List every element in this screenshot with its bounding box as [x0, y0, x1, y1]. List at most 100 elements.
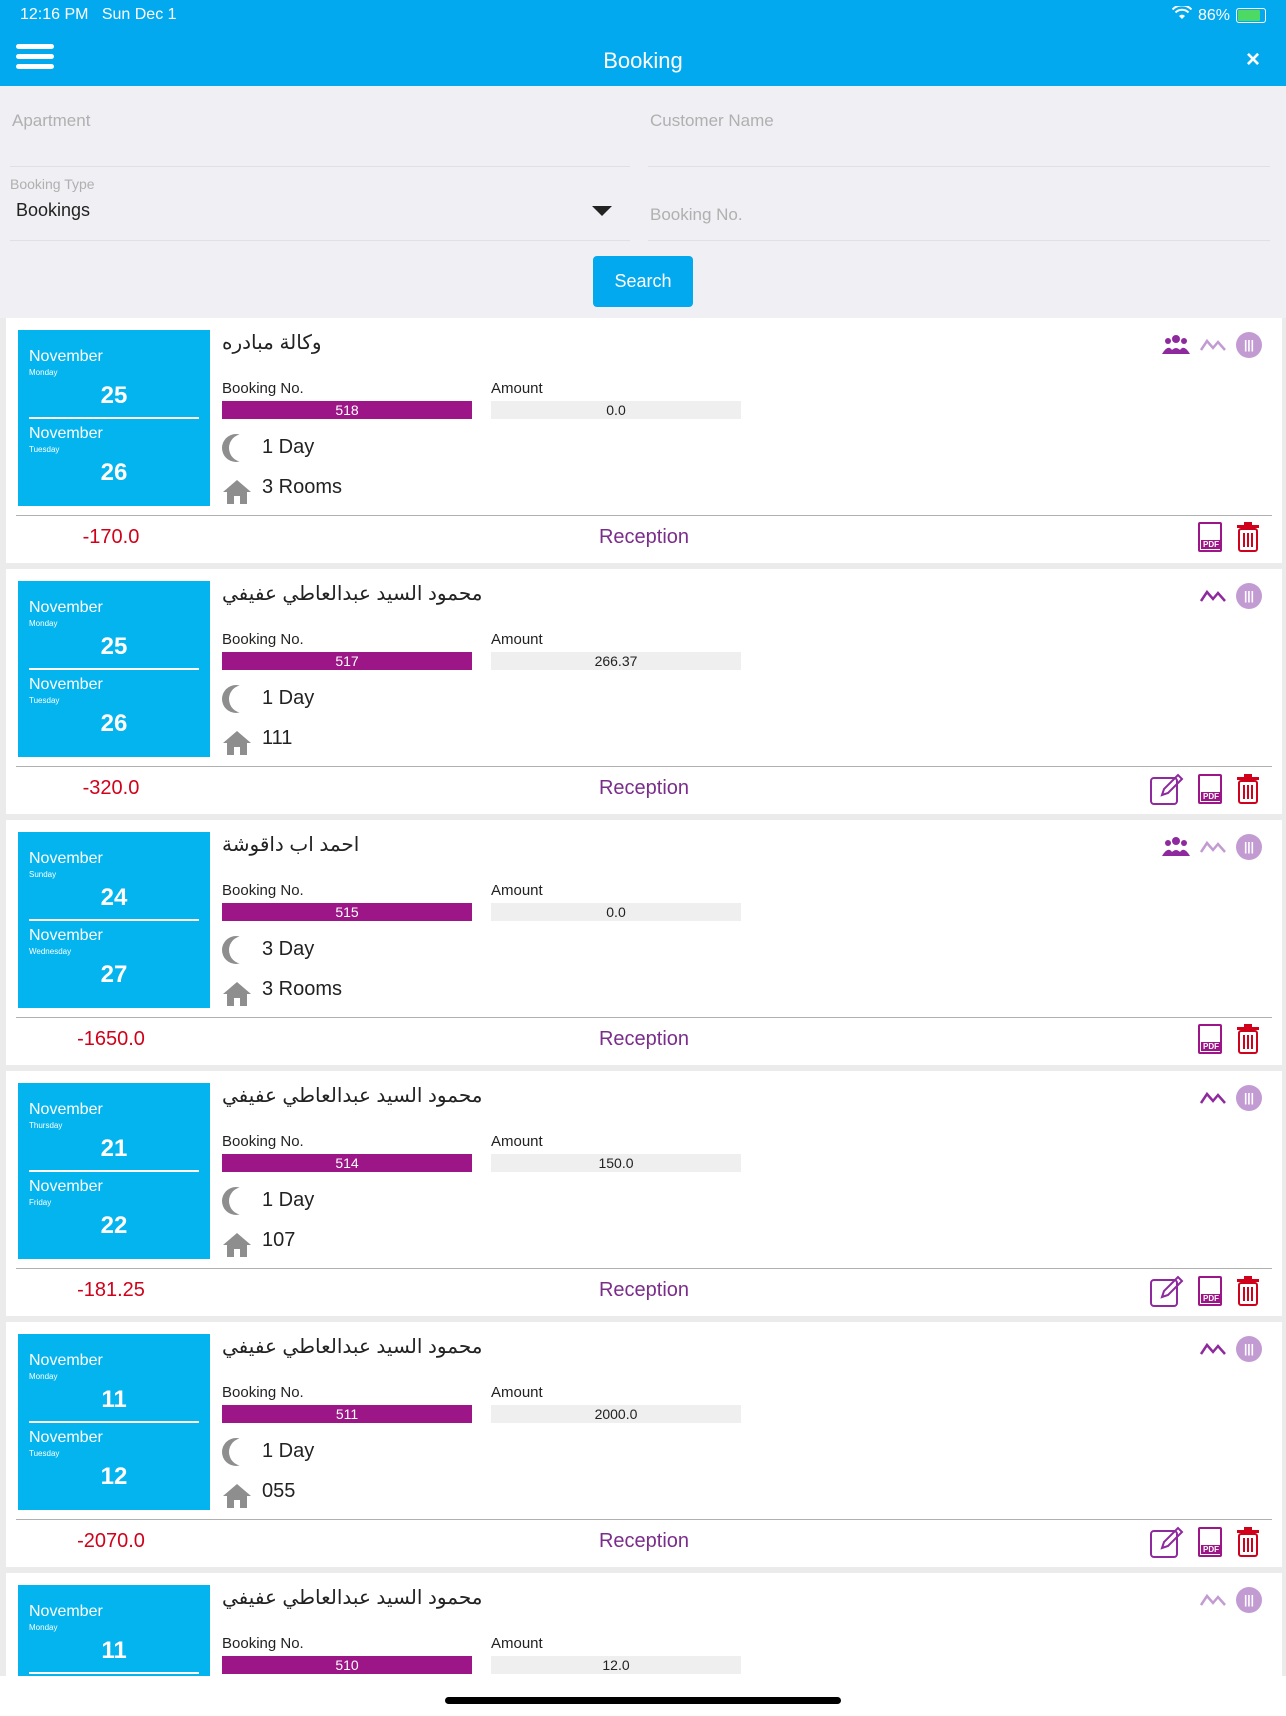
check-out-day: 22 [100, 1212, 128, 1239]
check-out-dayname: Wednesday [29, 947, 72, 956]
reception-link[interactable]: Reception [598, 1028, 690, 1050]
edit-icon[interactable] [1150, 1275, 1184, 1307]
house-icon [223, 982, 251, 1006]
check-in-day: 25 [100, 382, 128, 409]
check-out-dayname: Friday [29, 1198, 52, 1207]
booking-no-value: 515 [222, 903, 472, 921]
booking-no-label: Booking No. [222, 1384, 304, 1401]
reception-link[interactable]: Reception [598, 1530, 690, 1552]
booking-card[interactable]: November Thursday 21 November Friday 22 … [6, 1071, 1282, 1316]
customer-name: محمود السيد عبدالعاطي عفيفي [222, 1587, 483, 1609]
amount-label: Amount [491, 1384, 543, 1401]
pdf-icon[interactable]: PDF [1198, 774, 1222, 804]
pdf-icon[interactable]: PDF [1198, 1024, 1222, 1054]
booking-card[interactable]: November Monday 11 محمود السيد عبدالعاطي… [6, 1573, 1282, 1693]
check-in-dayname: Thursday [29, 1121, 63, 1130]
amount-label: Amount [491, 1635, 543, 1652]
booking-no-label: Booking No. [222, 882, 304, 899]
pdf-icon[interactable]: PDF [1198, 1527, 1222, 1557]
signal-icon [1200, 1342, 1226, 1355]
rooms-text: 107 [262, 1229, 296, 1251]
date-range: November Monday 11 [18, 1585, 210, 1693]
status-icons: ||| [1162, 332, 1262, 358]
pdf-icon[interactable]: PDF [1198, 522, 1222, 552]
pdf-icon[interactable]: PDF [1198, 1276, 1222, 1306]
amount-value: 0.0 [491, 401, 741, 419]
check-in-dayname: Sunday [29, 870, 57, 879]
check-in-dayname: Monday [29, 619, 58, 628]
reception-link[interactable]: Reception [598, 1279, 690, 1301]
close-icon[interactable]: × [1245, 46, 1260, 73]
date-divider [29, 1170, 199, 1172]
booking-no-field [648, 204, 1274, 241]
date-divider [29, 668, 199, 670]
page-title: Booking [603, 48, 683, 73]
reception-link[interactable]: Reception [598, 526, 690, 548]
home-indicator[interactable] [445, 1697, 841, 1704]
trash-icon[interactable] [1236, 1527, 1260, 1557]
check-in-month: November [29, 1603, 103, 1620]
booking-list: November Monday 25 November Tuesday 26 و… [0, 318, 1286, 1699]
booking-card[interactable]: November Sunday 24 November Wednesday 27… [6, 820, 1282, 1065]
check-in-dayname: Monday [29, 1372, 58, 1381]
signal-icon [1200, 1091, 1226, 1104]
check-in-month: November [29, 348, 103, 365]
card-divider [16, 766, 1272, 767]
check-out-day: 26 [100, 710, 128, 737]
rooms-text: 111 [262, 727, 293, 749]
apartment-input[interactable] [10, 110, 634, 132]
check-in-day: 11 [101, 1386, 127, 1413]
date-divider [29, 417, 199, 419]
trash-icon[interactable] [1236, 774, 1260, 804]
check-out-month: November [29, 927, 103, 944]
booking-card[interactable]: November Monday 25 November Tuesday 26 م… [6, 569, 1282, 814]
trash-icon[interactable] [1236, 522, 1260, 552]
date-range: November Sunday 24 November Wednesday 27 [18, 832, 210, 1008]
check-out-dayname: Tuesday [29, 445, 60, 454]
trash-icon[interactable] [1236, 1024, 1260, 1054]
trash-icon[interactable] [1236, 1276, 1260, 1306]
signal-icon [1200, 1593, 1226, 1606]
edit-icon[interactable] [1150, 773, 1184, 805]
customer-name: محمود السيد عبدالعاطي عفيفي [222, 1085, 483, 1107]
payment-status-icon: ||| [1236, 1587, 1262, 1613]
booking-card[interactable]: November Monday 25 November Tuesday 26 و… [6, 318, 1282, 563]
reception-link[interactable]: Reception [598, 777, 690, 799]
amount-value: 150.0 [491, 1154, 741, 1172]
signal-icon [1200, 338, 1226, 351]
signal-icon [1200, 589, 1226, 602]
edit-icon[interactable] [1150, 1526, 1184, 1558]
booking-no-value: 510 [222, 1656, 472, 1674]
payment-status-icon: ||| [1236, 834, 1262, 860]
date-range: November Monday 11 November Tuesday 12 [18, 1334, 210, 1510]
booking-card[interactable]: November Monday 11 November Tuesday 12 م… [6, 1322, 1282, 1567]
amount-label: Amount [491, 1133, 543, 1150]
booking-type-select[interactable] [10, 172, 630, 241]
amount-value: 0.0 [491, 903, 741, 921]
check-in-day: 21 [100, 1135, 128, 1162]
status-icons: ||| [1200, 1587, 1262, 1613]
moon-icon [229, 434, 257, 462]
search-button[interactable]: Search [593, 256, 693, 307]
card-actions: PDF [1198, 1024, 1260, 1054]
dropdown-arrow-icon[interactable] [592, 206, 612, 216]
booking-no-value: 517 [222, 652, 472, 670]
date-range: November Monday 25 November Tuesday 26 [18, 581, 210, 757]
amount-value: 12.0 [491, 1656, 741, 1674]
booking-no-input[interactable] [648, 204, 1274, 226]
balance-amount: -2070.0 [77, 1530, 145, 1552]
duration-text: 1 Day [262, 436, 315, 458]
customer-name: وكالة مبادره [222, 332, 322, 354]
group-icon [1162, 335, 1190, 354]
house-icon [223, 1233, 251, 1257]
moon-icon [229, 1438, 257, 1466]
hamburger-menu-icon[interactable] [16, 44, 54, 70]
apartment-field [10, 110, 634, 167]
card-divider [16, 1017, 1272, 1018]
card-divider [16, 515, 1272, 516]
check-in-day: 24 [100, 884, 128, 911]
bottom-safe-area [0, 1676, 1286, 1716]
booking-type-value[interactable]: Bookings [16, 200, 91, 220]
card-actions: PDF [1150, 1526, 1260, 1558]
customer-name-input[interactable] [648, 110, 1274, 132]
